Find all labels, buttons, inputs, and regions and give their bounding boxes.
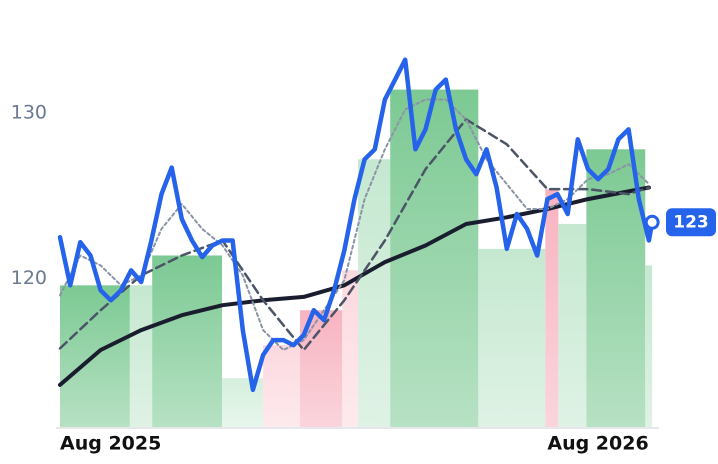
series-line	[59, 98, 650, 351]
band-bar	[358, 159, 391, 429]
band-bar	[222, 378, 264, 428]
series-line	[58, 185, 651, 387]
band-bar	[263, 345, 301, 428]
band-bar	[129, 285, 153, 428]
y-tick-label: 120	[11, 267, 47, 289]
last-point	[644, 214, 660, 230]
y-tick-label: 130	[11, 101, 47, 123]
band-bar	[558, 223, 587, 428]
value-badge	[666, 208, 716, 237]
series-line	[57, 57, 655, 393]
series-line	[58, 118, 651, 352]
band-bar	[545, 189, 559, 428]
x-tick-label: Aug 2025	[60, 433, 161, 455]
band-bar	[342, 270, 359, 428]
plot	[57, 57, 655, 393]
value-badge-label: 123	[673, 212, 709, 232]
band-bar	[390, 89, 479, 429]
x-tick-label: Aug 2026	[547, 433, 648, 455]
band-bar	[152, 255, 223, 428]
band-bar	[645, 265, 653, 428]
band-bar	[478, 248, 546, 428]
